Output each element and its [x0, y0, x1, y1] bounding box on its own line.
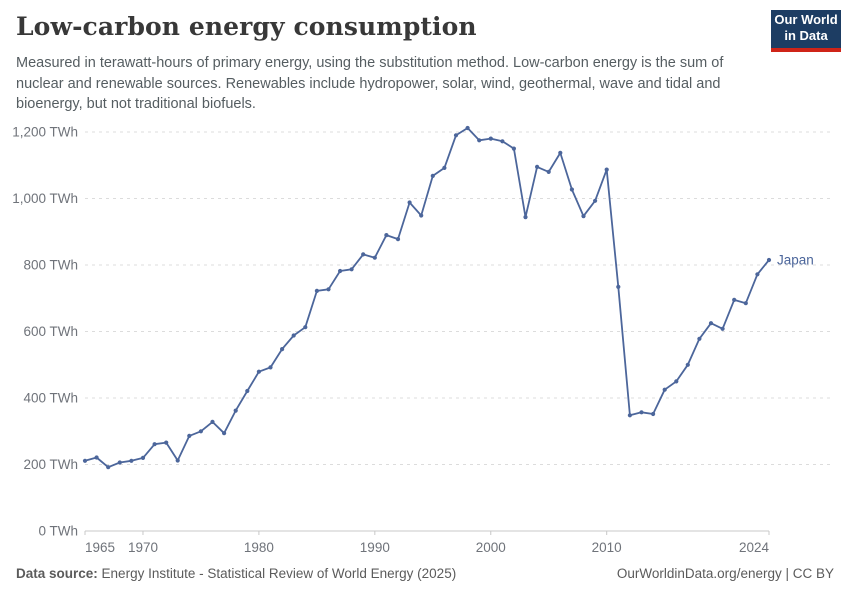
data-point — [245, 388, 250, 394]
data-point — [338, 268, 343, 274]
data-point — [662, 387, 667, 392]
owid-logo-line1: Our World — [774, 12, 838, 27]
y-axis-label: 1,200 TWh — [12, 125, 78, 140]
data-point — [511, 146, 516, 151]
data-point — [256, 369, 261, 374]
data-point — [349, 267, 354, 272]
x-axis-label: 2024 — [739, 540, 770, 555]
page-title: Low-carbon energy consumption — [16, 12, 477, 41]
data-point — [593, 198, 598, 203]
chart-footer: Data source: Energy Institute - Statisti… — [0, 566, 850, 581]
data-point — [280, 347, 285, 352]
data-point — [766, 257, 772, 263]
data-point — [488, 136, 493, 141]
data-point — [523, 215, 528, 220]
data-point — [372, 255, 377, 260]
data-point — [453, 133, 459, 138]
credit-link[interactable]: OurWorldinData.org/energy | CC BY — [616, 566, 834, 581]
x-axis-label: 1965 — [85, 540, 115, 555]
x-axis-label: 2000 — [476, 540, 506, 555]
owid-logo-line2: in Data — [784, 28, 828, 43]
data-point — [743, 301, 748, 306]
data-point — [732, 297, 737, 302]
y-axis-label: 200 TWh — [23, 457, 78, 472]
line-chart-svg[interactable]: 0 TWh 200 TWh 400 TWh 600 TWh 800 TWh 1,000 T… — [0, 110, 850, 566]
data-source-label: Data source: — [16, 566, 98, 581]
japan-line-series[interactable] — [84, 127, 770, 469]
data-point — [500, 139, 505, 144]
x-axis-label: 1990 — [360, 540, 390, 555]
data-point — [697, 336, 702, 341]
data-point — [720, 326, 725, 331]
data-point — [140, 455, 146, 460]
y-axis-label: 400 TWh — [23, 391, 78, 406]
data-point — [222, 431, 227, 436]
x-axis-label: 1970 — [128, 540, 158, 555]
data-point — [685, 362, 690, 367]
data-point — [674, 379, 679, 384]
data-point — [152, 442, 157, 447]
data-point — [419, 213, 424, 218]
data-point — [187, 433, 192, 438]
data-point — [129, 458, 134, 463]
y-axis-label: 800 TWh — [23, 258, 78, 273]
data-point — [291, 333, 296, 338]
line-chart-plot-area[interactable]: 0 TWh 200 TWh 400 TWh 600 TWh 800 TWh 1,000 T… — [0, 110, 850, 566]
data-point — [233, 408, 238, 413]
data-point — [361, 252, 366, 257]
data-source-line: Data source: Energy Institute - Statisti… — [16, 566, 456, 581]
data-point — [175, 458, 180, 463]
data-point — [384, 233, 389, 238]
data-source-text: Energy Institute - Statistical Review of… — [101, 566, 457, 581]
data-point — [755, 272, 760, 277]
data-point — [477, 138, 482, 143]
data-point — [569, 187, 575, 192]
data-point — [198, 429, 203, 434]
data-point — [604, 167, 609, 172]
data-point — [616, 284, 621, 289]
data-point — [117, 460, 122, 465]
data-point — [268, 365, 273, 370]
data-point — [442, 165, 447, 170]
data-point — [627, 413, 633, 418]
y-axis-label: 600 TWh — [23, 324, 78, 339]
data-point — [546, 169, 551, 174]
data-point — [639, 410, 644, 415]
data-point — [708, 321, 714, 326]
data-point — [581, 214, 586, 219]
data-point — [82, 458, 88, 463]
x-axis-label: 1980 — [244, 540, 274, 555]
data-point — [314, 288, 319, 293]
y-axis-label: 1,000 TWh — [12, 191, 78, 206]
y-axis-label: 0 TWh — [38, 524, 78, 539]
data-point — [164, 440, 169, 445]
series-label-japan: Japan — [777, 253, 814, 268]
data-point — [651, 411, 656, 417]
data-point — [535, 164, 540, 169]
data-point — [106, 465, 111, 470]
data-point — [210, 419, 215, 424]
data-point — [395, 237, 401, 242]
data-point — [407, 200, 412, 205]
data-point — [326, 287, 331, 292]
owid-logo[interactable]: Our World in Data — [771, 10, 841, 52]
chart-subtitle: Measured in terawatt-hours of primary en… — [16, 55, 724, 113]
data-point — [558, 150, 563, 155]
data-point — [303, 325, 308, 330]
data-point — [430, 173, 435, 178]
data-point — [465, 125, 470, 131]
data-point — [94, 455, 99, 460]
x-axis-label: 2010 — [592, 540, 622, 555]
